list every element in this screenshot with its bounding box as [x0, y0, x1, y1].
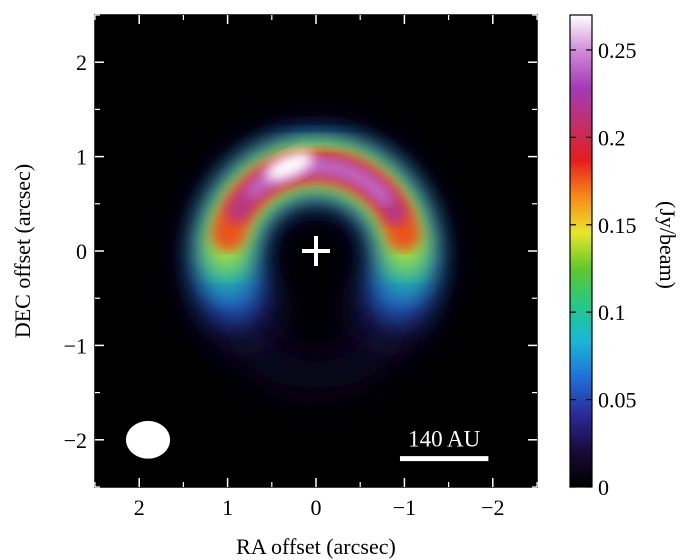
- colorbar: 0 0.05 0.1 0.15 0.2 0.25 (Jy/beam): [569, 14, 680, 500]
- colorbar-label: (Jy/beam): [655, 201, 680, 289]
- x-tick-label: −1: [393, 495, 416, 520]
- y-axis: 2 1 0 −1 −2: [64, 14, 537, 488]
- y-tick-label: 1: [76, 145, 87, 170]
- emission-map: [188, 129, 444, 393]
- heatmap-plot: [95, 15, 537, 487]
- colorbar-tick-label: 0.1: [598, 300, 626, 325]
- scale-bar-label: 140 AU: [408, 427, 481, 452]
- star-marker: [302, 236, 330, 266]
- colorbar-tick-label: 0.05: [598, 388, 637, 413]
- y-axis-label: DEC offset (arcsec): [10, 164, 35, 338]
- y-tick-label: 2: [76, 50, 87, 75]
- x-tick-label: 2: [134, 495, 145, 520]
- plot-decorations: 140 AU: [125, 236, 489, 462]
- colorbar-tick-label: 0.25: [598, 38, 637, 63]
- emission-peak: [265, 151, 314, 181]
- x-tick-label: −2: [481, 495, 504, 520]
- colorbar-ticks: 0 0.05 0.1 0.15 0.2 0.25: [570, 38, 637, 500]
- y-tick-label: 0: [76, 239, 87, 264]
- colorbar-tick-label: 0: [598, 475, 609, 500]
- beam-ellipse: [125, 420, 171, 459]
- colorbar-gradient: [569, 14, 593, 488]
- colorbar-tick-label: 0.15: [598, 213, 637, 238]
- x-tick-label: 0: [311, 495, 322, 520]
- x-axis-label: RA offset (arcsec): [236, 534, 396, 559]
- x-axis: 2 1 0 −1 −2: [94, 15, 538, 520]
- x-tick-label: 1: [222, 495, 233, 520]
- colorbar-tick-label: 0.2: [598, 125, 626, 150]
- y-tick-label: −1: [64, 333, 87, 358]
- y-tick-label: −2: [64, 428, 87, 453]
